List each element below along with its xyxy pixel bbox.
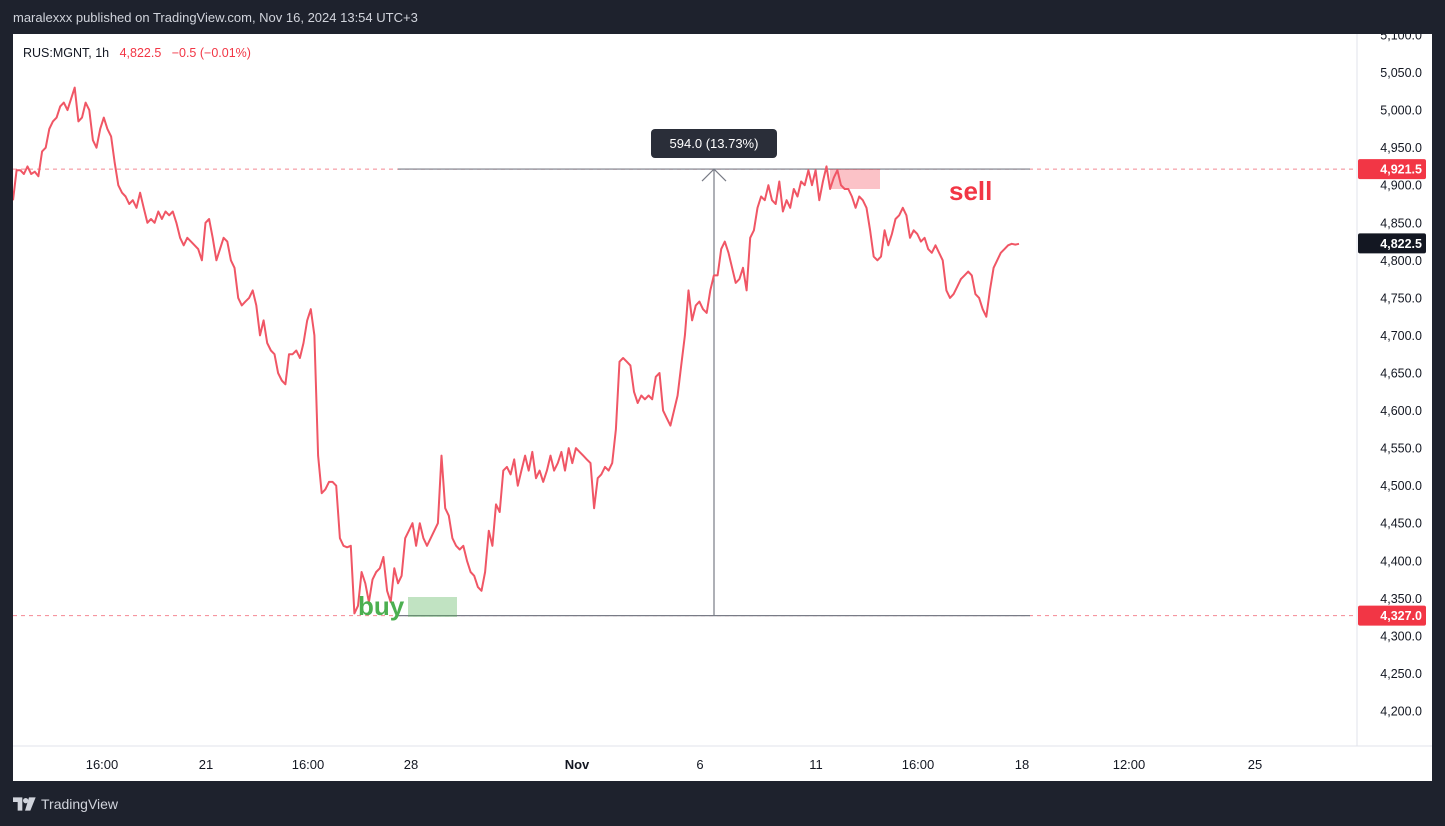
- price-tick-label: 5,050.0: [1380, 66, 1422, 80]
- price-axis[interactable]: 4,200.0 4,250.0 4,300.0 4,350.0 4,400.0 4,450…: [1356, 34, 1426, 746]
- price-tick-label: 4,200.0: [1380, 705, 1422, 719]
- published-text: maralexxx published on TradingView.com, …: [13, 9, 418, 25]
- signal-boxes: [408, 169, 880, 617]
- time-tick-label: 12:00: [1113, 757, 1146, 772]
- price-tick-label: 4,250.0: [1380, 667, 1422, 681]
- measure-label-box: [651, 129, 777, 158]
- measure-arrow-icon: [701, 168, 727, 182]
- time-axis[interactable]: 16:00 21 16:00 28 Nov 6 11 16:00 18 12:00 25: [13, 745, 1432, 772]
- price-series-line: [13, 86, 1020, 615]
- price-tick-label: 4,800.0: [1380, 254, 1422, 268]
- time-tick-label: 16:00: [292, 757, 325, 772]
- price-tick-label: 5,100.0: [1380, 34, 1422, 43]
- price-line-group: [13, 86, 1020, 615]
- price-tick-label: 4,450.0: [1380, 517, 1422, 531]
- legend-price: 4,822.5: [119, 46, 162, 60]
- price-tick-label: 4,550.0: [1380, 442, 1422, 456]
- price-range-measure[interactable]: 594.0 (13.73%): [398, 129, 1030, 617]
- legend-symbol: RUS:MGNT, 1h: [23, 46, 110, 60]
- horizontal-levels: [13, 168, 1357, 617]
- buy-label: buy: [358, 591, 405, 621]
- price-tick-label: 4,350.0: [1380, 592, 1422, 606]
- time-tick-label: 18: [1015, 757, 1029, 772]
- price-tick-label: 4,500.0: [1380, 479, 1422, 493]
- price-tick-label: 4,900.0: [1380, 179, 1422, 193]
- price-tick-label: 5,000.0: [1380, 104, 1422, 118]
- time-tick-label: Nov: [565, 757, 590, 772]
- price-tick-label: 4,650.0: [1380, 367, 1422, 381]
- legend-change: −0.5 (−0.01%): [171, 46, 251, 60]
- time-tick-label: 11: [809, 757, 823, 772]
- price-tick-label: 4,300.0: [1380, 629, 1422, 643]
- price-tick-label: 4,850.0: [1380, 216, 1422, 230]
- signal-labels: buy sell: [358, 176, 992, 621]
- time-tick-label: 6: [696, 757, 703, 772]
- time-tick-label: 25: [1248, 757, 1262, 772]
- published-header: maralexxx published on TradingView.com, …: [0, 0, 1445, 34]
- footer-brand-text: TradingView: [41, 796, 119, 812]
- sell-zone-box: [830, 169, 880, 189]
- price-tick-label: 4,950.0: [1380, 141, 1422, 155]
- price-chart[interactable]: 594.0 (13.73%) buy sell 4,200.0 4,250.0 4,3…: [13, 34, 1432, 781]
- tradingview-logo-icon: [13, 797, 36, 811]
- time-tick-label: 28: [404, 757, 418, 772]
- time-tick-label: 21: [199, 757, 213, 772]
- sell-label: sell: [949, 176, 992, 206]
- symbol-legend: RUS:MGNT, 1h 4,822.5 −0.5 (−0.01%): [23, 46, 251, 60]
- footer-brand[interactable]: TradingView: [13, 792, 118, 816]
- price-tick-label: 4,600.0: [1380, 404, 1422, 418]
- time-tick-label: 16:00: [902, 757, 935, 772]
- price-level-label: 4,327.0: [1380, 609, 1422, 623]
- price-tick-label: 4,750.0: [1380, 291, 1422, 305]
- price-level-badge: [1358, 159, 1426, 180]
- buy-zone-box: [408, 597, 457, 617]
- last-price-label: 4,822.5: [1380, 237, 1422, 251]
- price-tick-label: 4,700.0: [1380, 329, 1422, 343]
- last-price-badge: [1358, 233, 1426, 254]
- price-tick-label: 4,400.0: [1380, 554, 1422, 568]
- price-level-label: 4,921.5: [1380, 163, 1422, 177]
- price-level-badge: [1358, 605, 1426, 626]
- time-tick-label: 16:00: [86, 757, 119, 772]
- chart-frame[interactable]: 594.0 (13.73%) buy sell 4,200.0 4,250.0 4,3…: [13, 34, 1432, 781]
- measure-label: 594.0 (13.73%): [670, 136, 759, 151]
